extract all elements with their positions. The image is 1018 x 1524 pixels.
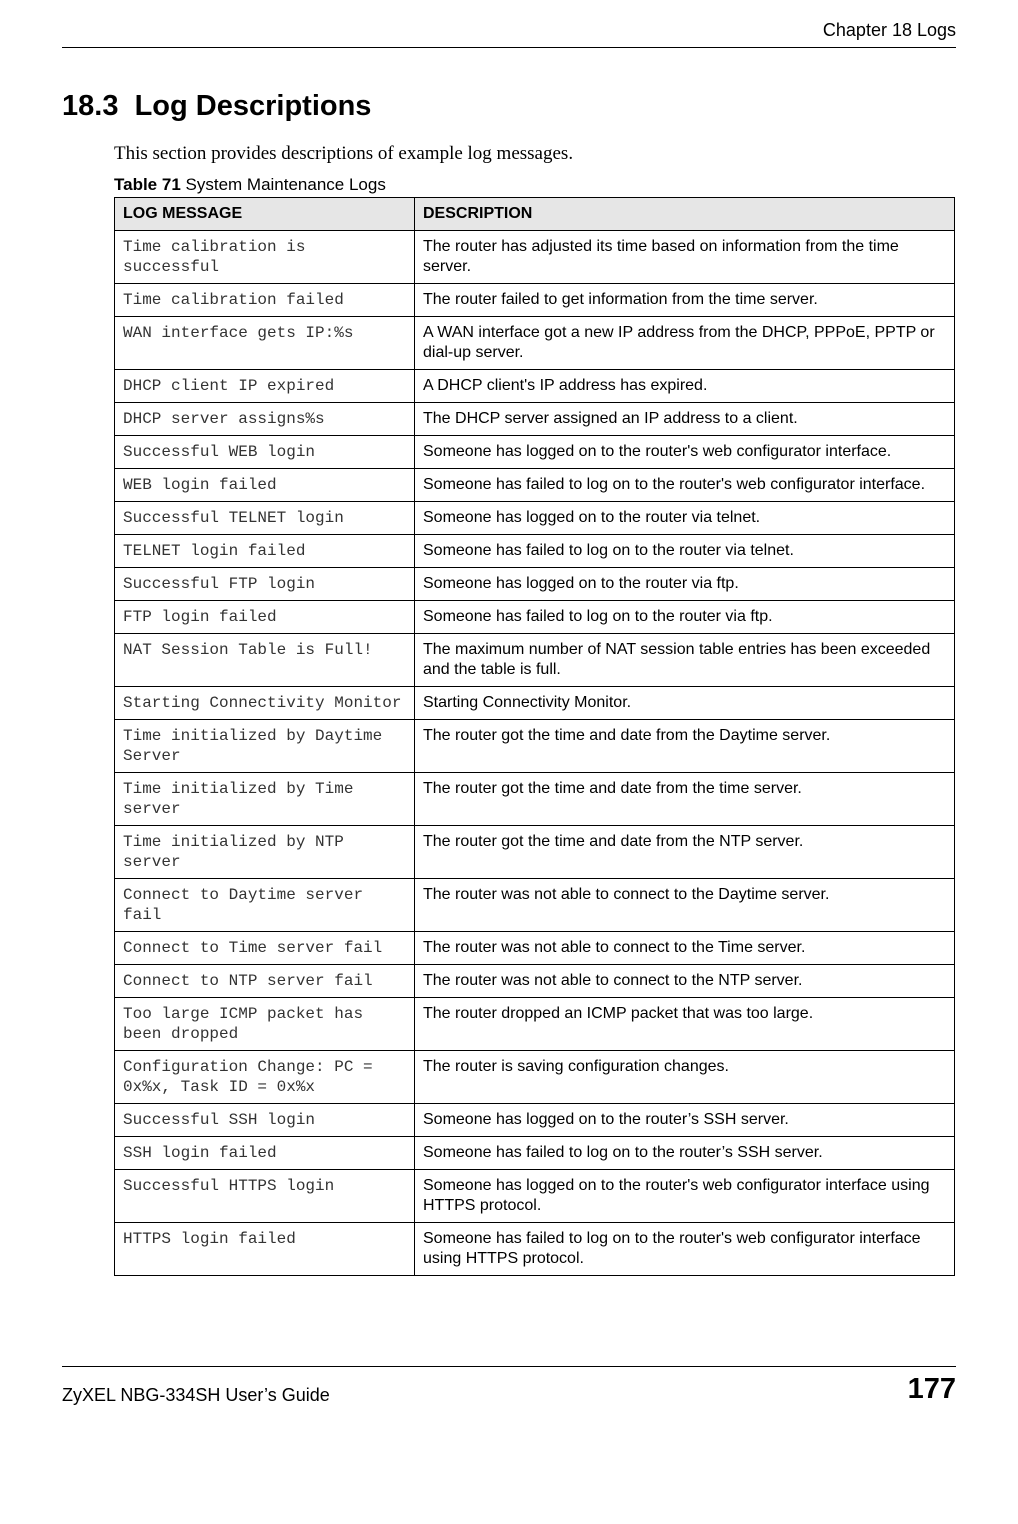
header-rule bbox=[62, 47, 956, 48]
table-row: FTP login failedSomeone has failed to lo… bbox=[115, 601, 955, 634]
log-message-cell: FTP login failed bbox=[115, 601, 415, 634]
description-cell: A DHCP client's IP address has expired. bbox=[415, 370, 955, 403]
description-cell: The router got the time and date from th… bbox=[415, 773, 955, 826]
table-row: DHCP server assigns%sThe DHCP server ass… bbox=[115, 403, 955, 436]
log-table: LOG MESSAGE DESCRIPTION Time calibration… bbox=[114, 197, 955, 1276]
table-row: Successful HTTPS loginSomeone has logged… bbox=[115, 1170, 955, 1223]
footer-page-number: 177 bbox=[908, 1373, 956, 1406]
description-cell: The router got the time and date from th… bbox=[415, 826, 955, 879]
description-cell: Someone has logged on to the router’s SS… bbox=[415, 1104, 955, 1137]
description-cell: Someone has logged on to the router via … bbox=[415, 568, 955, 601]
table-row: WEB login failedSomeone has failed to lo… bbox=[115, 469, 955, 502]
log-message-cell: Time calibration is successful bbox=[115, 231, 415, 284]
table-row: Connect to Time server failThe router wa… bbox=[115, 932, 955, 965]
table-header-row: LOG MESSAGE DESCRIPTION bbox=[115, 198, 955, 231]
page: Chapter 18 Logs 18.3 Log Descriptions Th… bbox=[0, 0, 1018, 1446]
log-message-cell: Starting Connectivity Monitor bbox=[115, 687, 415, 720]
description-cell: The router got the time and date from th… bbox=[415, 720, 955, 773]
table-row: HTTPS login failedSomeone has failed to … bbox=[115, 1223, 955, 1276]
table-row: Starting Connectivity MonitorStarting Co… bbox=[115, 687, 955, 720]
section-number: 18.3 bbox=[62, 90, 118, 122]
description-cell: The DHCP server assigned an IP address t… bbox=[415, 403, 955, 436]
log-message-cell: WAN interface gets IP:%s bbox=[115, 317, 415, 370]
log-message-cell: Time calibration failed bbox=[115, 284, 415, 317]
table-row: Time calibration is successfulThe router… bbox=[115, 231, 955, 284]
log-message-cell: TELNET login failed bbox=[115, 535, 415, 568]
log-message-cell: Connect to NTP server fail bbox=[115, 965, 415, 998]
table-row: Successful TELNET loginSomeone has logge… bbox=[115, 502, 955, 535]
description-cell: Starting Connectivity Monitor. bbox=[415, 687, 955, 720]
description-cell: The router dropped an ICMP packet that w… bbox=[415, 998, 955, 1051]
footer-guide-name: ZyXEL NBG-334SH User’s Guide bbox=[62, 1385, 330, 1406]
section-title-text: Log Descriptions bbox=[135, 90, 372, 122]
table-row: Successful SSH loginSomeone has logged o… bbox=[115, 1104, 955, 1137]
log-message-cell: Configuration Change: PC = 0x%x, Task ID… bbox=[115, 1051, 415, 1104]
log-message-cell: Too large ICMP packet has been dropped bbox=[115, 998, 415, 1051]
log-message-cell: Time initialized by Time server bbox=[115, 773, 415, 826]
table-caption-text: System Maintenance Logs bbox=[181, 175, 386, 194]
table-row: Time initialized by Time serverThe route… bbox=[115, 773, 955, 826]
table-row: NAT Session Table is Full!The maximum nu… bbox=[115, 634, 955, 687]
table-row: Successful WEB loginSomeone has logged o… bbox=[115, 436, 955, 469]
log-message-cell: HTTPS login failed bbox=[115, 1223, 415, 1276]
table-row: TELNET login failedSomeone has failed to… bbox=[115, 535, 955, 568]
description-cell: Someone has logged on to the router's we… bbox=[415, 1170, 955, 1223]
log-message-cell: Successful SSH login bbox=[115, 1104, 415, 1137]
table-caption: Table 71 System Maintenance Logs bbox=[114, 175, 956, 195]
table-number: Table 71 bbox=[114, 175, 181, 194]
table-row: SSH login failedSomeone has failed to lo… bbox=[115, 1137, 955, 1170]
description-cell: Someone has logged on to the router via … bbox=[415, 502, 955, 535]
description-cell: The router was not able to connect to th… bbox=[415, 879, 955, 932]
table-row: WAN interface gets IP:%sA WAN interface … bbox=[115, 317, 955, 370]
log-message-cell: Time initialized by Daytime Server bbox=[115, 720, 415, 773]
description-cell: The maximum number of NAT session table … bbox=[415, 634, 955, 687]
description-cell: Someone has failed to log on to the rout… bbox=[415, 469, 955, 502]
table-row: Successful FTP loginSomeone has logged o… bbox=[115, 568, 955, 601]
log-message-cell: Time initialized by NTP server bbox=[115, 826, 415, 879]
description-cell: The router has adjusted its time based o… bbox=[415, 231, 955, 284]
log-message-cell: Connect to Time server fail bbox=[115, 932, 415, 965]
description-cell: Someone has failed to log on to the rout… bbox=[415, 601, 955, 634]
log-message-cell: NAT Session Table is Full! bbox=[115, 634, 415, 687]
log-message-cell: DHCP client IP expired bbox=[115, 370, 415, 403]
chapter-header: Chapter 18 Logs bbox=[62, 20, 956, 47]
description-cell: The router was not able to connect to th… bbox=[415, 965, 955, 998]
section-title: 18.3 Log Descriptions bbox=[62, 90, 956, 123]
description-cell: The router failed to get information fro… bbox=[415, 284, 955, 317]
log-message-cell: Successful TELNET login bbox=[115, 502, 415, 535]
table-row: Time initialized by NTP serverThe router… bbox=[115, 826, 955, 879]
description-cell: The router was not able to connect to th… bbox=[415, 932, 955, 965]
section-intro: This section provides descriptions of ex… bbox=[114, 143, 956, 165]
table-header-description: DESCRIPTION bbox=[415, 198, 955, 231]
log-message-cell: SSH login failed bbox=[115, 1137, 415, 1170]
table-row: DHCP client IP expiredA DHCP client's IP… bbox=[115, 370, 955, 403]
log-message-cell: Successful FTP login bbox=[115, 568, 415, 601]
description-cell: Someone has failed to log on to the rout… bbox=[415, 535, 955, 568]
table-row: Time initialized by Daytime ServerThe ro… bbox=[115, 720, 955, 773]
description-cell: A WAN interface got a new IP address fro… bbox=[415, 317, 955, 370]
table-row: Configuration Change: PC = 0x%x, Task ID… bbox=[115, 1051, 955, 1104]
log-message-cell: DHCP server assigns%s bbox=[115, 403, 415, 436]
table-row: Too large ICMP packet has been droppedTh… bbox=[115, 998, 955, 1051]
description-cell: Someone has failed to log on to the rout… bbox=[415, 1137, 955, 1170]
log-message-cell: Successful WEB login bbox=[115, 436, 415, 469]
description-cell: Someone has failed to log on to the rout… bbox=[415, 1223, 955, 1276]
footer: ZyXEL NBG-334SH User’s Guide 177 bbox=[62, 1367, 956, 1406]
table-row: Connect to Daytime server failThe router… bbox=[115, 879, 955, 932]
description-cell: Someone has logged on to the router's we… bbox=[415, 436, 955, 469]
table-row: Time calibration failedThe router failed… bbox=[115, 284, 955, 317]
log-message-cell: WEB login failed bbox=[115, 469, 415, 502]
table-header-log-message: LOG MESSAGE bbox=[115, 198, 415, 231]
log-message-cell: Connect to Daytime server fail bbox=[115, 879, 415, 932]
description-cell: The router is saving configuration chang… bbox=[415, 1051, 955, 1104]
log-message-cell: Successful HTTPS login bbox=[115, 1170, 415, 1223]
table-row: Connect to NTP server failThe router was… bbox=[115, 965, 955, 998]
